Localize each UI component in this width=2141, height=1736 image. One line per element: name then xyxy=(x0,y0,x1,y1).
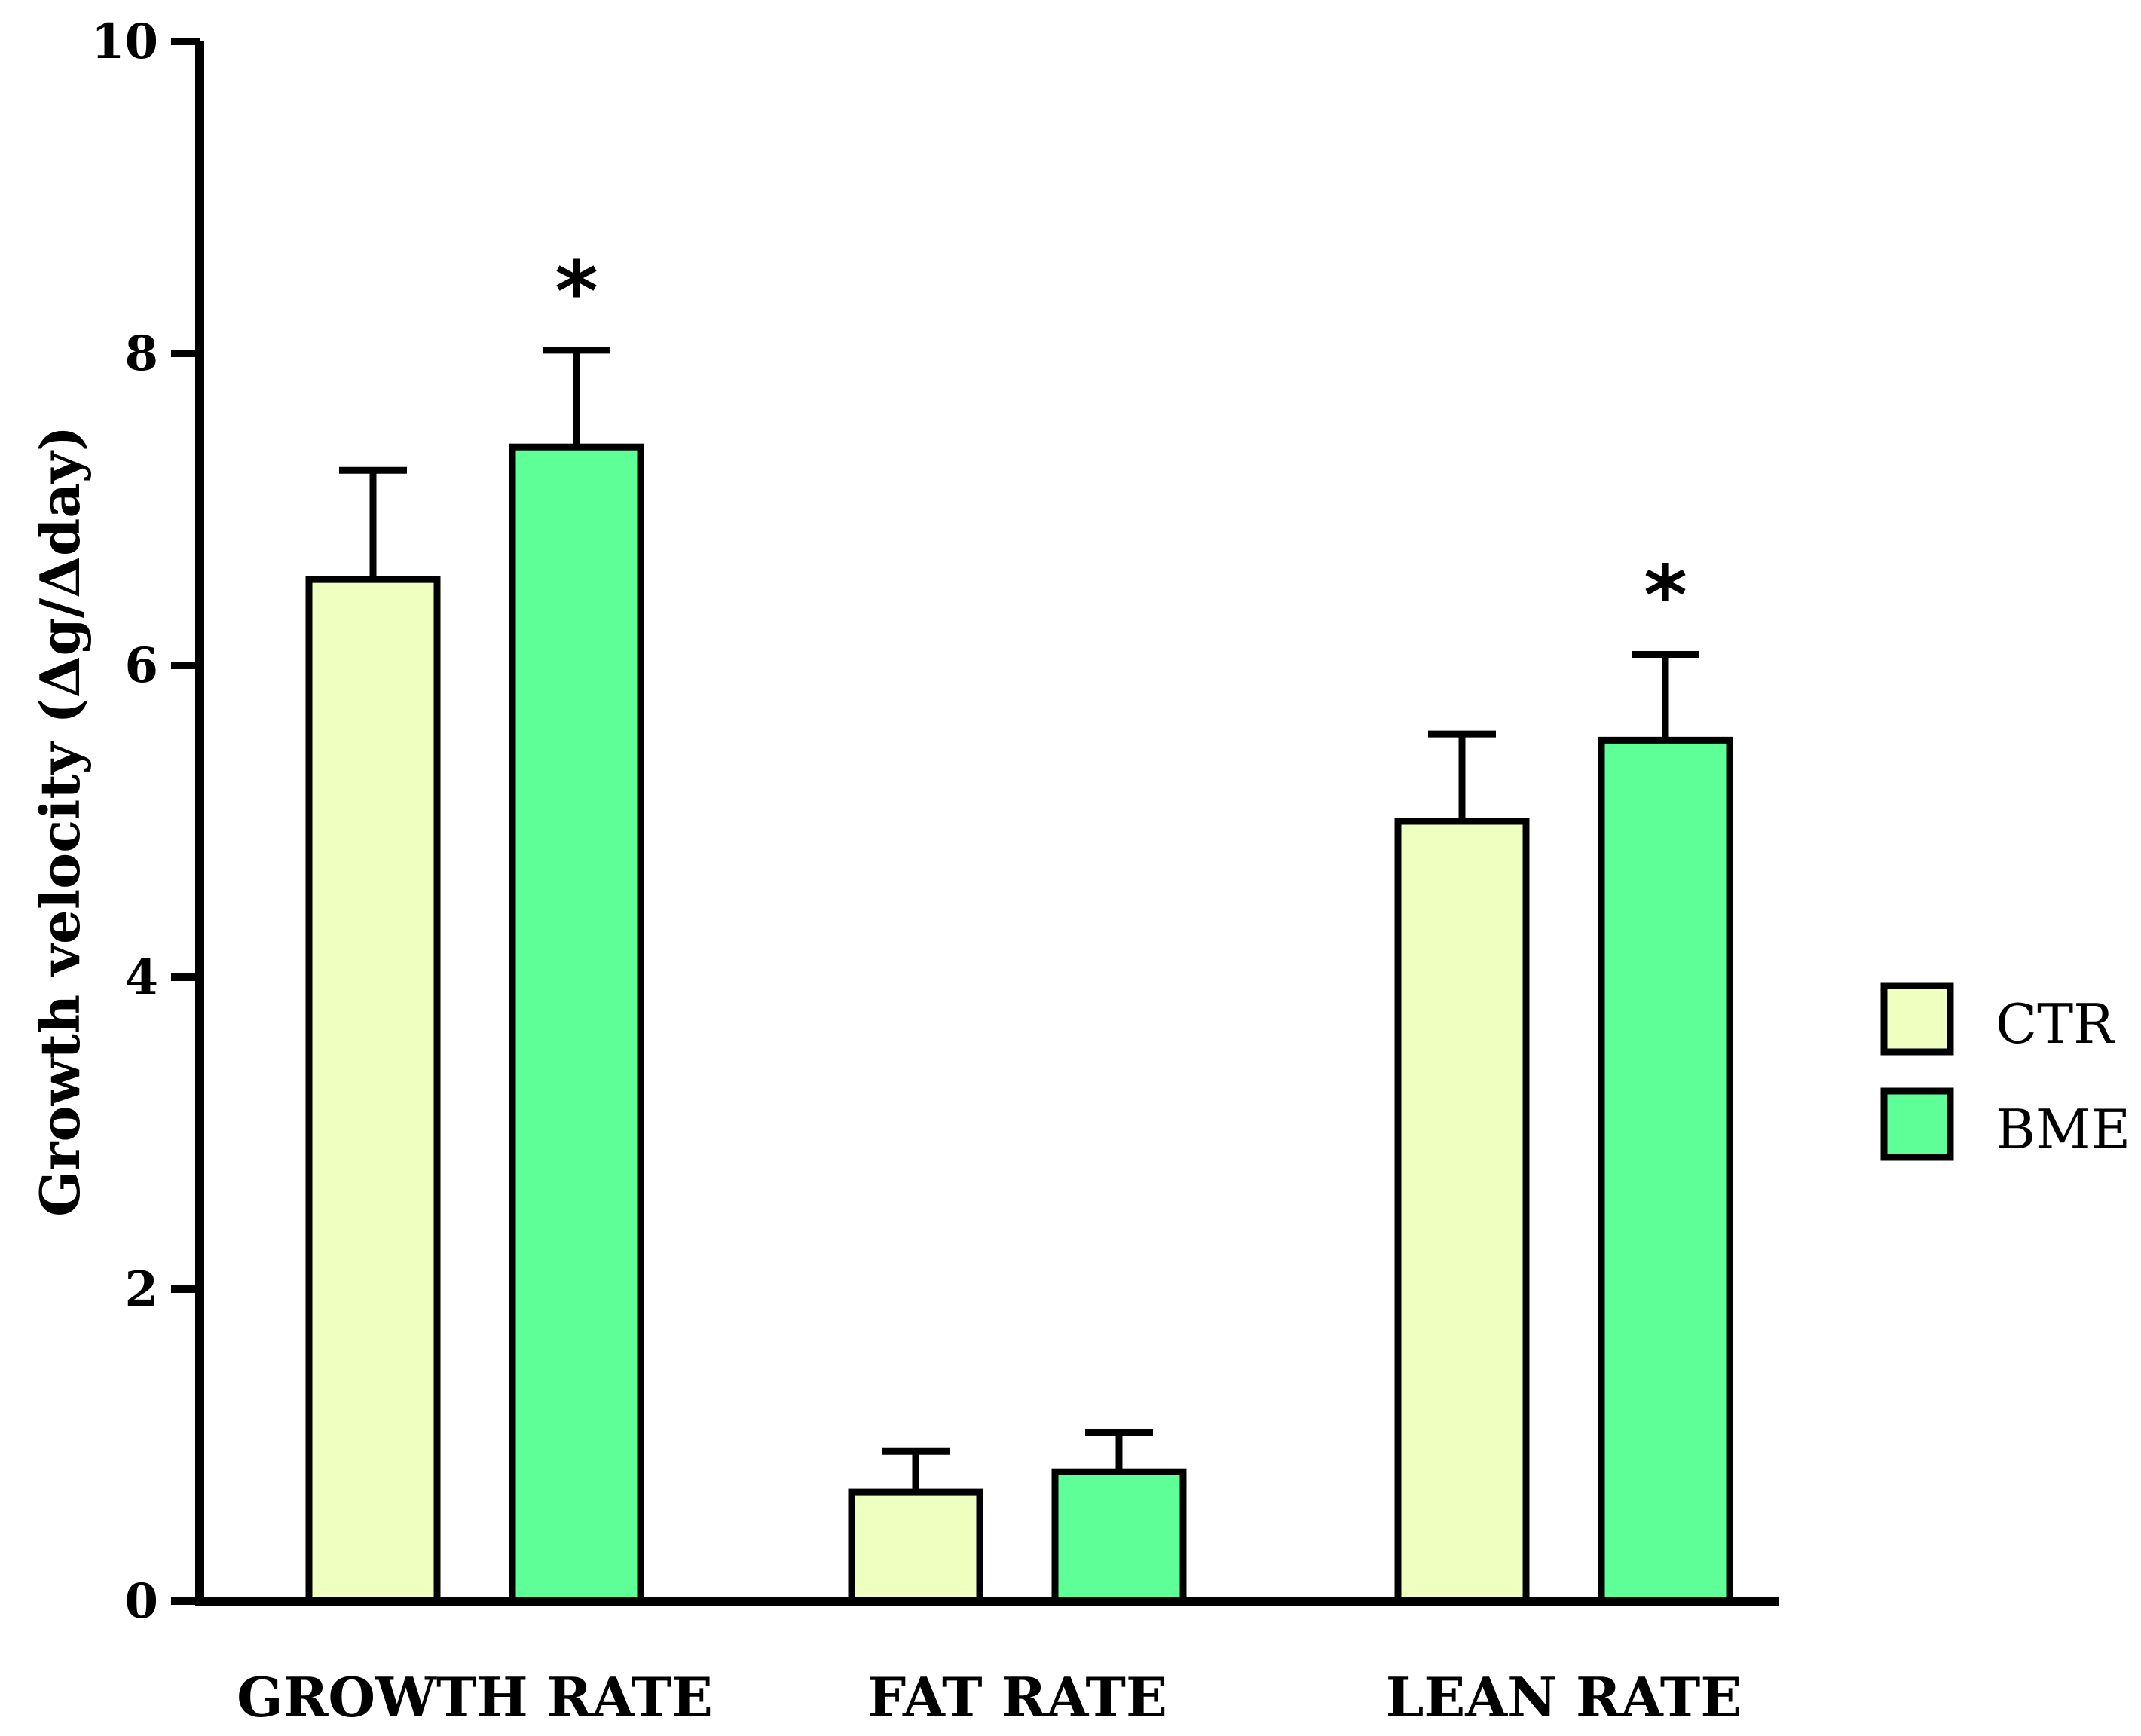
bar-ctr-lean-rate xyxy=(1394,818,1530,1605)
category-label: LEAN RATE xyxy=(1386,1665,1742,1729)
y-tick-label: 2 xyxy=(124,1261,158,1318)
significance-star-bme-lean-rate: * xyxy=(1644,548,1687,644)
y-axis-ticks: 0 2 4 6 8 10 xyxy=(91,14,200,1630)
category-labels: GROWTH RATE FAT RATE LEAN RATE xyxy=(237,1665,1742,1729)
y-axis-title: Growth velocity (Δg/Δday) xyxy=(28,426,92,1217)
y-tick-label: 8 xyxy=(124,326,158,382)
bar-bme-fat-rate xyxy=(1051,1468,1187,1605)
y-tick-label: 0 xyxy=(124,1573,158,1630)
bar-bme-lean-rate xyxy=(1598,736,1733,1605)
bar-bme-growth-rate xyxy=(509,443,644,1605)
bar-ctr-growth-rate xyxy=(305,576,441,1605)
legend-swatch-ctr xyxy=(1880,982,1954,1056)
legend-swatch-bme xyxy=(1880,1087,1954,1161)
y-tick-label: 4 xyxy=(124,949,158,1006)
y-tick-label: 6 xyxy=(124,637,158,694)
legend-label-bme: BME xyxy=(1996,1098,2130,1161)
category-label: FAT RATE xyxy=(867,1665,1167,1729)
legend: CTR BME xyxy=(1880,982,2130,1161)
y-tick-label: 10 xyxy=(91,14,158,70)
bars: ** xyxy=(305,243,1733,1605)
bar-ctr-fat-rate xyxy=(848,1488,983,1605)
axes xyxy=(195,41,1779,1606)
significance-star-bme-growth-rate: * xyxy=(555,243,598,340)
category-label: GROWTH RATE xyxy=(237,1665,713,1729)
y-axis-title-group: Growth velocity (Δg/Δday) xyxy=(28,426,92,1217)
legend-label-ctr: CTR xyxy=(1996,992,2115,1056)
